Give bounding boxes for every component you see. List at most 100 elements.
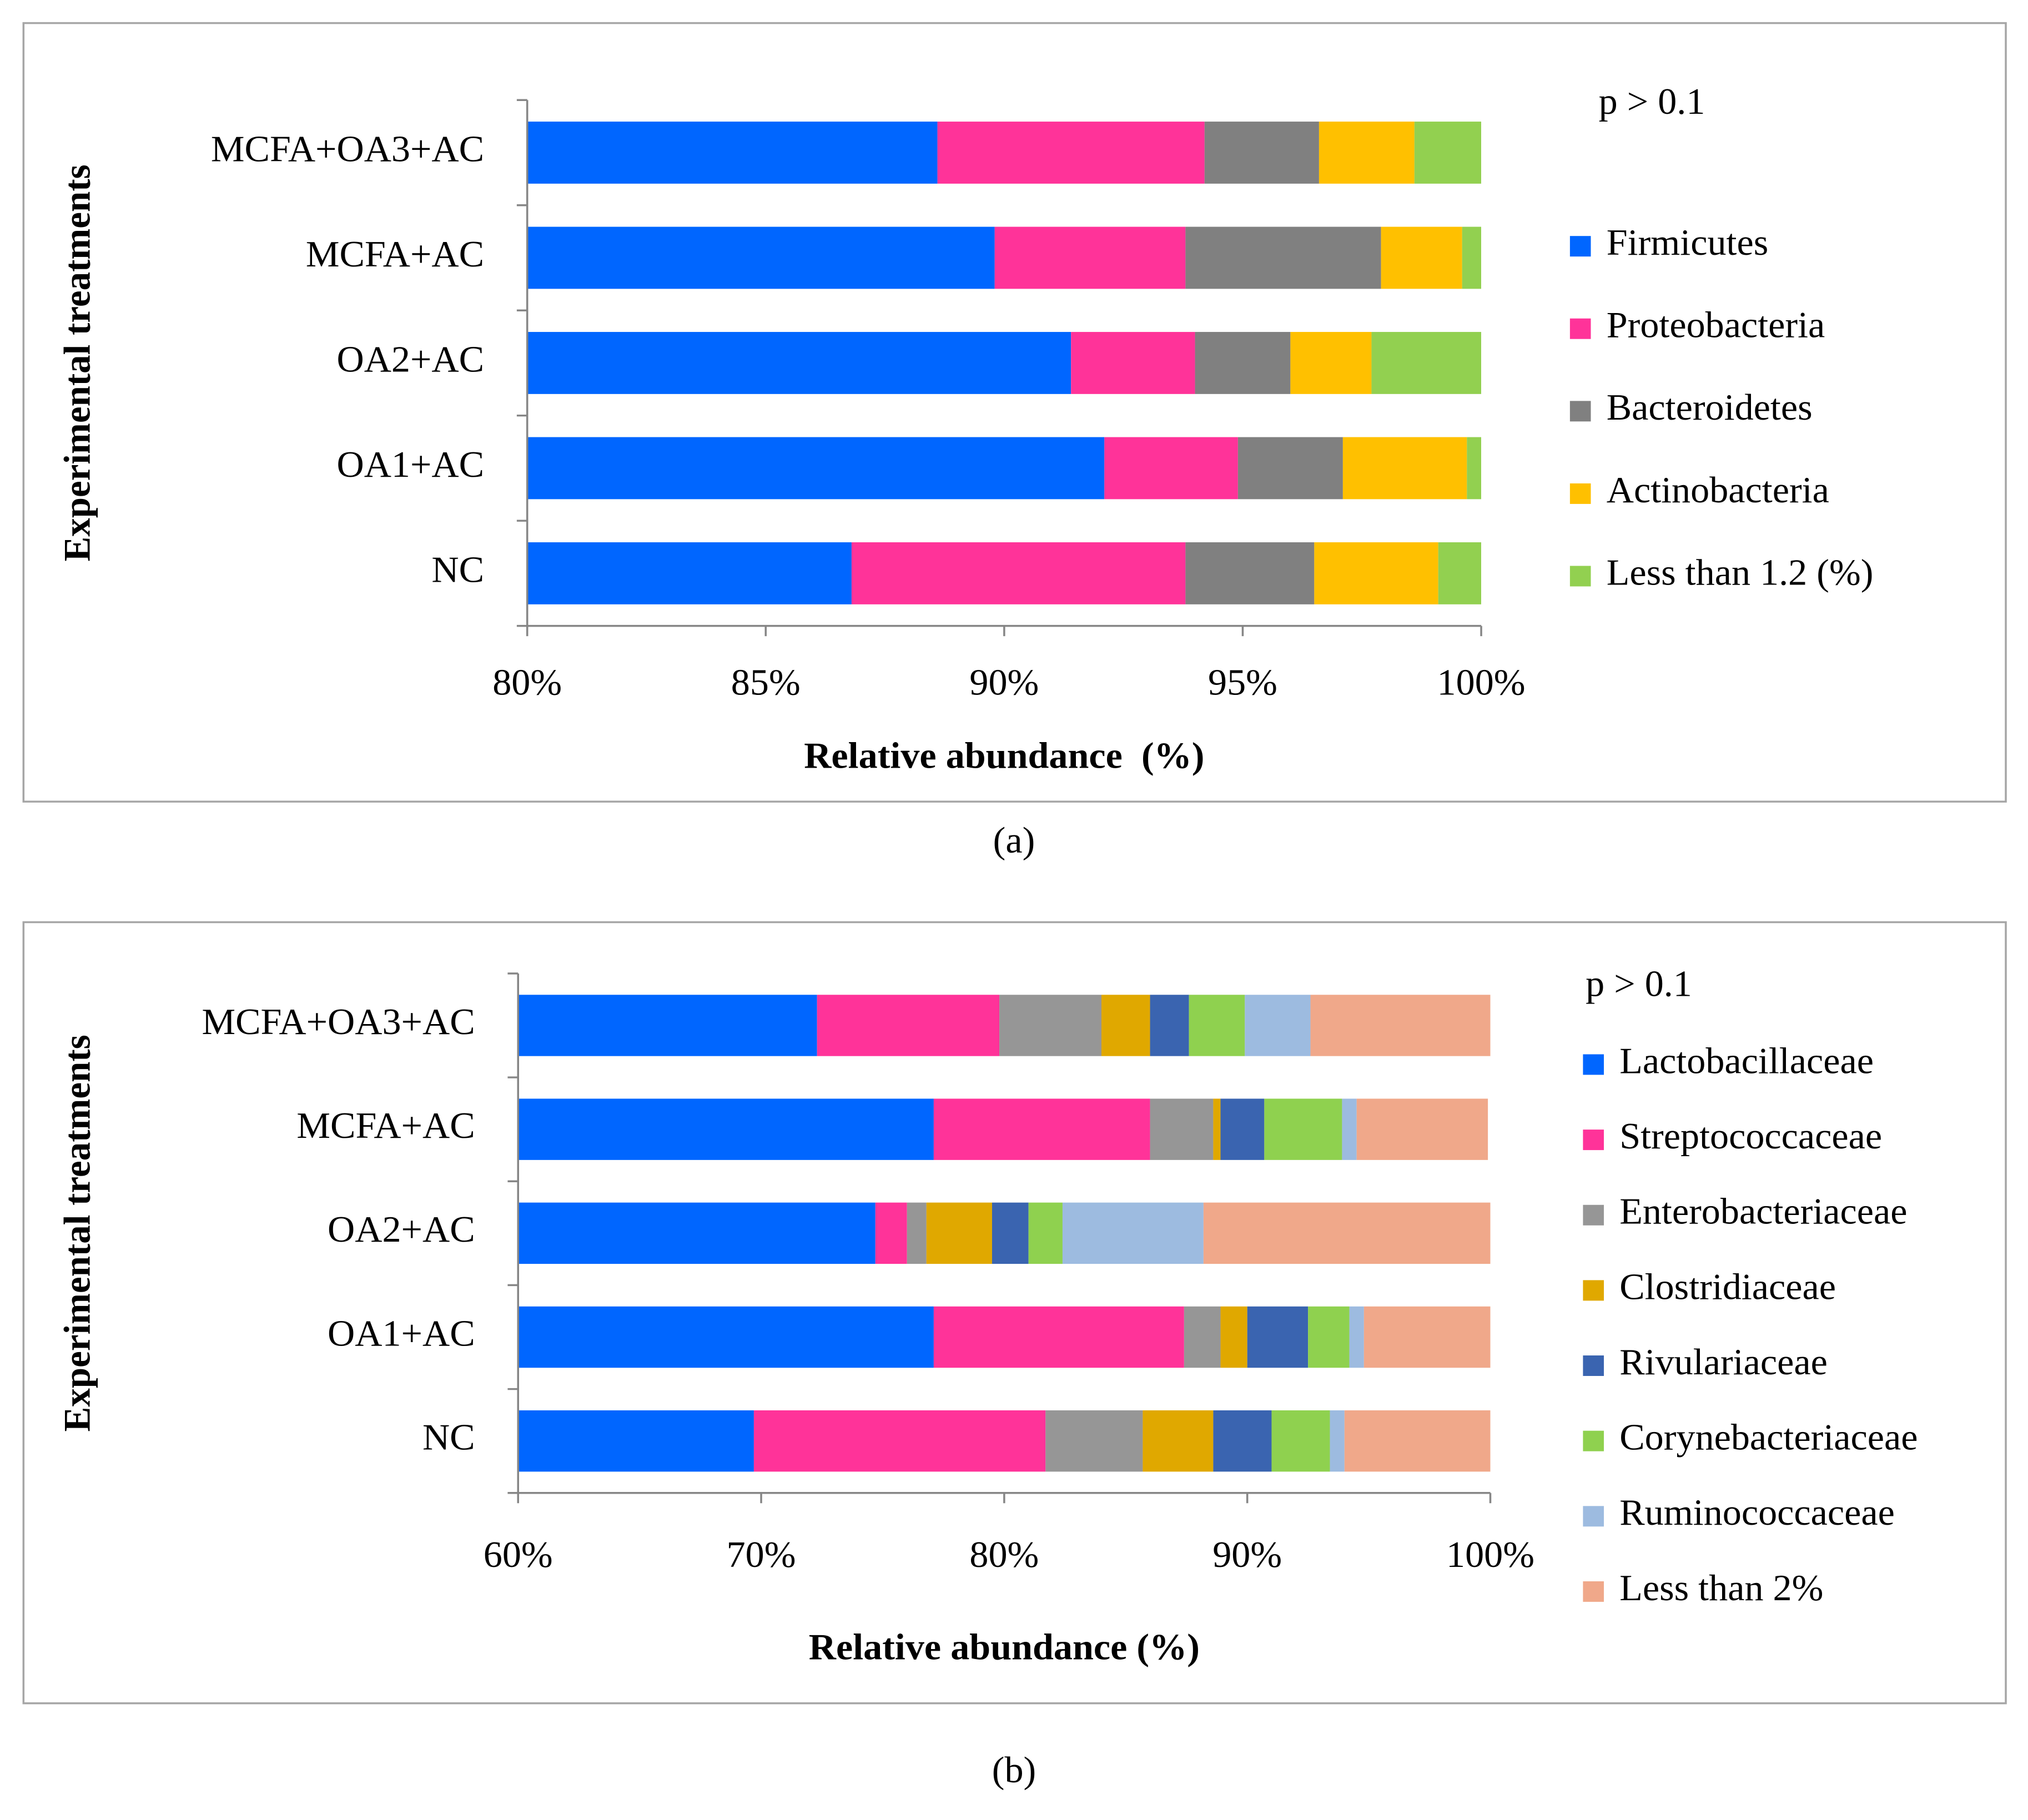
bar-segment xyxy=(1213,1410,1272,1472)
plot-area xyxy=(527,122,1482,604)
bar-segment xyxy=(1195,332,1291,394)
x-tick-label: 85% xyxy=(731,662,801,703)
bar-segment xyxy=(999,995,1101,1056)
x-axis-title: Relative abundance (%) xyxy=(809,1626,1200,1667)
annotation: p > 0.1 xyxy=(1599,80,1705,122)
legend-swatch xyxy=(1569,566,1591,587)
bar-segment xyxy=(1045,1410,1143,1472)
bar-segment xyxy=(1363,1306,1491,1368)
bar-segment xyxy=(1150,1098,1214,1160)
bar-segment xyxy=(1342,437,1467,500)
bar-segment xyxy=(1330,1410,1345,1472)
y-tick-label: MCFA+AC xyxy=(296,1105,475,1146)
x-tick-label: 80% xyxy=(492,662,562,703)
bar-segment xyxy=(1344,1410,1491,1472)
bar-segment xyxy=(1247,1306,1309,1368)
bar-segment xyxy=(1203,1202,1491,1264)
y-axis-title: Experimental treatments xyxy=(56,1035,98,1431)
x-tick-label: 95% xyxy=(1208,662,1277,703)
legend-swatch xyxy=(1583,1506,1604,1527)
bar-segment xyxy=(1438,542,1482,604)
bar-segment xyxy=(527,122,938,184)
y-tick-label: OA2+AC xyxy=(336,339,484,380)
bar-segment xyxy=(851,542,1186,604)
bar-segment xyxy=(1062,1202,1204,1264)
panel-label: (b) xyxy=(992,1750,1036,1791)
legend-label: Streptococcaceae xyxy=(1619,1115,1882,1156)
y-tick-label: NC xyxy=(422,1416,475,1458)
panel-frame xyxy=(22,22,2007,803)
bar-segment xyxy=(518,995,817,1056)
legend-label: Ruminococcaceae xyxy=(1619,1492,1895,1533)
bar-segment xyxy=(753,1410,1046,1472)
bar-segment xyxy=(1237,437,1343,500)
bar-segment xyxy=(1101,995,1150,1056)
legend-swatch xyxy=(1569,401,1591,422)
bar-segment xyxy=(1189,995,1245,1056)
plot-area xyxy=(518,995,1491,1472)
bar-segment xyxy=(1071,332,1195,394)
legend-swatch xyxy=(1583,1581,1604,1602)
legend-label: Proteobacteria xyxy=(1607,304,1825,345)
panel-frame xyxy=(22,921,2007,1705)
annotation: p > 0.1 xyxy=(1586,963,1692,1004)
bar-segment xyxy=(527,226,995,289)
legend-swatch xyxy=(1583,1130,1604,1151)
bar-segment xyxy=(518,1306,934,1368)
legend-label: Less than 2% xyxy=(1619,1567,1823,1608)
bar-segment xyxy=(527,332,1071,394)
y-tick-label: OA2+AC xyxy=(328,1209,475,1250)
legend-swatch xyxy=(1569,318,1591,339)
legend-swatch xyxy=(1583,1355,1604,1377)
y-tick-label: OA1+AC xyxy=(336,443,484,485)
bar-segment xyxy=(817,995,1000,1056)
legend-swatch xyxy=(1583,1280,1604,1301)
legend-label: Less than 1.2 (%) xyxy=(1607,552,1874,593)
bar-segment xyxy=(1371,332,1482,394)
bar-segment xyxy=(937,122,1205,184)
y-tick-label: OA1+AC xyxy=(328,1313,475,1354)
bar-segment xyxy=(875,1202,907,1264)
bar-segment xyxy=(1204,122,1319,184)
bar-segment xyxy=(907,1202,927,1264)
bar-segment xyxy=(1271,1410,1330,1472)
bar-segment xyxy=(994,226,1186,289)
bar-segment xyxy=(926,1202,992,1264)
legend-label: Firmicutes xyxy=(1607,222,1769,263)
bar-segment xyxy=(1213,1098,1221,1160)
bar-segment xyxy=(1184,1306,1221,1368)
bar-segment xyxy=(1220,1306,1247,1368)
bar-segment xyxy=(1185,226,1381,289)
legend-swatch xyxy=(1583,1054,1604,1075)
x-tick-label: 70% xyxy=(727,1534,796,1575)
bar-segment xyxy=(527,437,1105,500)
bar-segment xyxy=(1349,1306,1364,1368)
legend-swatch xyxy=(1583,1430,1604,1451)
bar-segment xyxy=(518,1098,934,1160)
y-tick-label: NC xyxy=(431,549,484,590)
legend-label: Enterobacteriaceae xyxy=(1619,1191,1907,1232)
bar-segment xyxy=(1310,995,1491,1056)
bar-segment xyxy=(518,1410,754,1472)
bar-segment xyxy=(1143,1410,1214,1472)
legend-label: Bacteroidetes xyxy=(1607,387,1813,428)
bar-segment xyxy=(1467,437,1482,500)
panel-label: (a) xyxy=(993,819,1035,860)
y-tick-label: MCFA+OA3+AC xyxy=(202,1001,475,1042)
bar-segment xyxy=(518,1202,875,1264)
legend-label: Lactobacillaceae xyxy=(1619,1040,1874,1081)
x-tick-label: 60% xyxy=(484,1534,553,1575)
legend-swatch xyxy=(1583,1204,1604,1226)
bar-segment xyxy=(1342,1098,1357,1160)
y-tick-label: MCFA+AC xyxy=(306,233,484,274)
bar-segment xyxy=(1028,1202,1063,1264)
legend-label: Actinobacteria xyxy=(1607,469,1829,510)
legend-swatch xyxy=(1569,483,1591,504)
bar-segment xyxy=(1308,1306,1350,1368)
y-tick-label: MCFA+OA3+AC xyxy=(211,128,484,169)
bar-segment xyxy=(1150,995,1189,1056)
bar-segment xyxy=(1245,995,1311,1056)
bar-segment xyxy=(1356,1098,1488,1160)
